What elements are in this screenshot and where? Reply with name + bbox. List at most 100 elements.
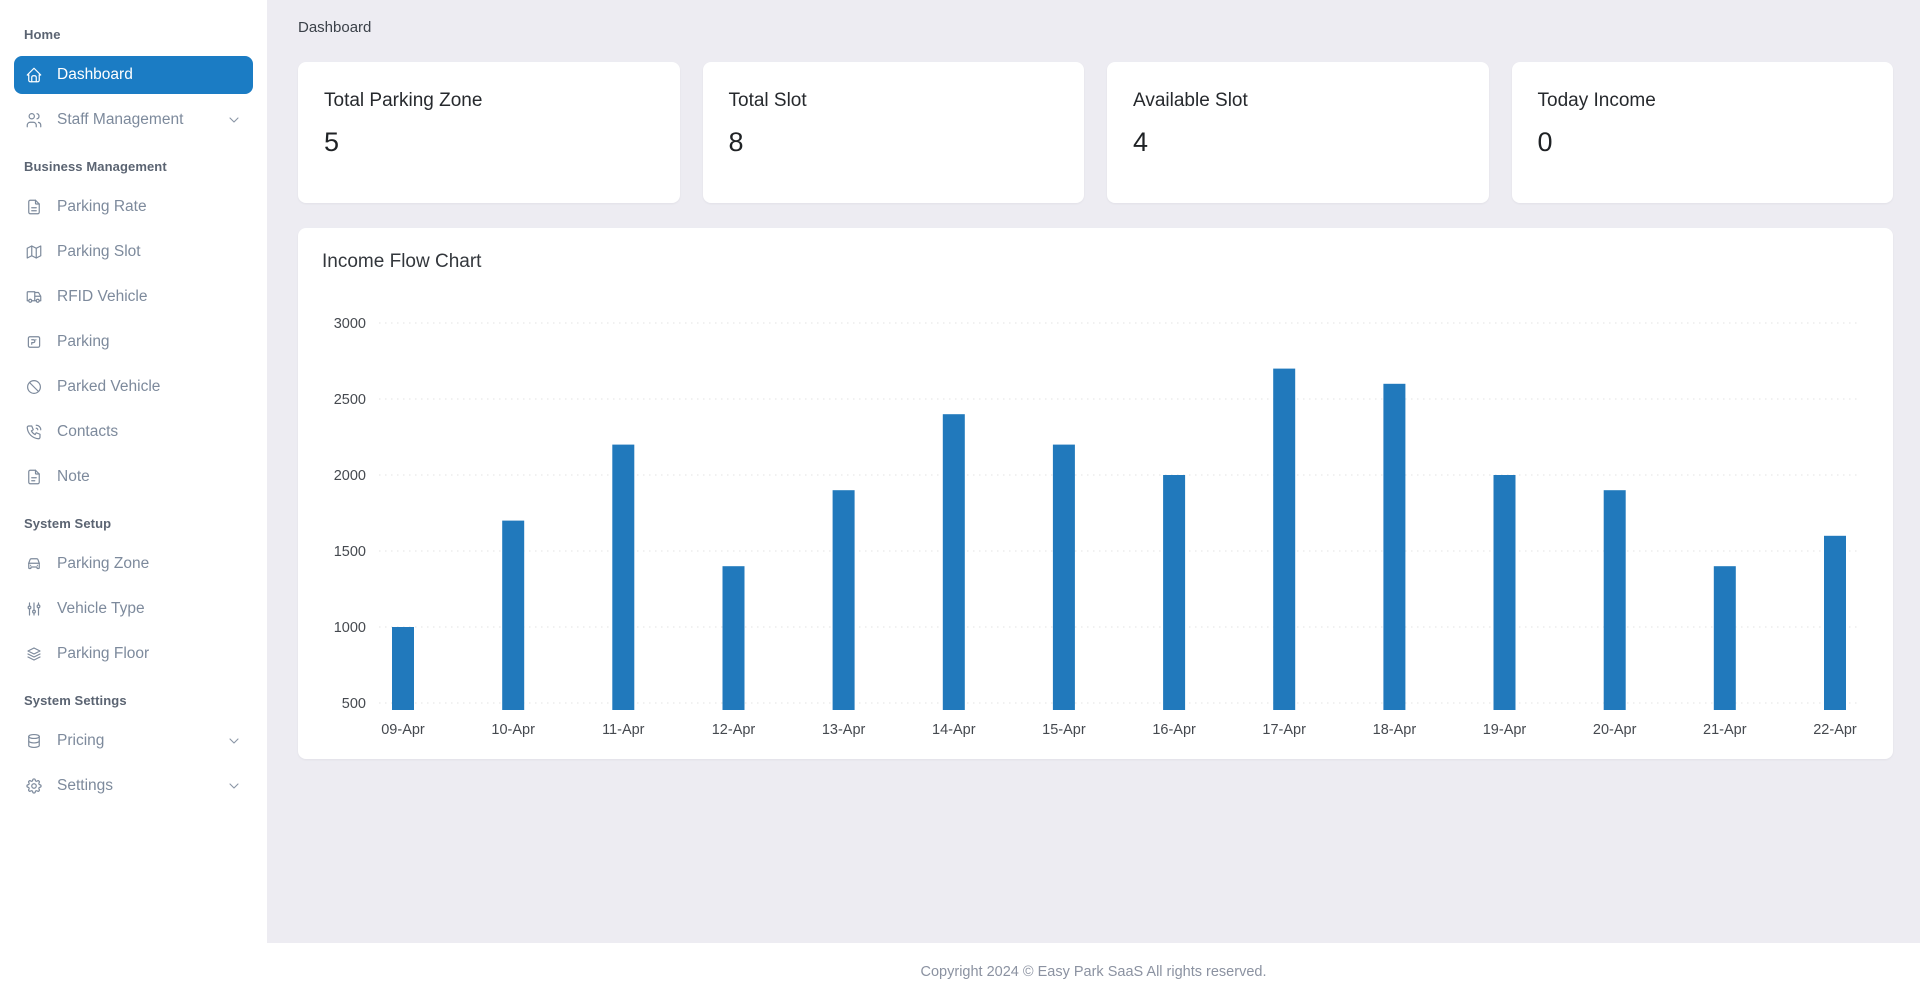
sidebar-item-label: Settings xyxy=(57,777,114,794)
bar-20-Apr[interactable] xyxy=(1603,490,1626,710)
bar-12-Apr[interactable] xyxy=(722,566,745,710)
page-title: Dashboard xyxy=(298,19,372,36)
sidebar-item-label: Dashboard xyxy=(57,66,133,83)
stat-card-value: 5 xyxy=(324,127,340,157)
sidebar-item-label: Vehicle Type xyxy=(57,600,145,617)
stat-card-label: Total Slot xyxy=(728,90,807,111)
sidebar-item-label: Pricing xyxy=(57,732,105,749)
sidebar-item-parking-slot[interactable]: Parking Slot xyxy=(14,233,253,271)
sidebar-item-parking-zone[interactable]: Parking Zone xyxy=(14,545,253,583)
note-icon xyxy=(25,468,43,486)
ban-icon xyxy=(25,378,43,396)
x-axis-tick-label: 10-Apr xyxy=(491,722,535,738)
x-axis-tick-label: 18-Apr xyxy=(1373,722,1417,738)
bar-18-Apr[interactable] xyxy=(1383,383,1406,710)
map-icon xyxy=(25,243,43,261)
sidebar-item-label: Parking Zone xyxy=(57,555,150,572)
sidebar-item-parking-floor[interactable]: Parking Floor xyxy=(14,635,253,673)
stat-card-total-slot: Total Slot 8 xyxy=(702,62,1084,203)
stat-card-label: Today Income xyxy=(1537,90,1656,111)
x-axis-tick-label: 14-Apr xyxy=(932,722,976,738)
gear-icon xyxy=(25,777,43,795)
sidebar-section-label: System Settings xyxy=(24,693,127,708)
x-axis-tick-label: 11-Apr xyxy=(602,722,645,738)
sidebar-item-staff-management[interactable]: Staff Management xyxy=(14,101,253,139)
x-axis-tick-label: 22-Apr xyxy=(1813,722,1857,738)
chevron-down-icon xyxy=(226,112,242,128)
stat-card-value: 4 xyxy=(1133,127,1149,157)
sidebar-item-settings[interactable]: Settings xyxy=(14,767,253,805)
sidebar-item-label: Parking Floor xyxy=(57,645,150,662)
sidebar-item-rfid-vehicle[interactable]: RFID Vehicle xyxy=(14,278,253,316)
sidebar-item-label: RFID Vehicle xyxy=(57,288,148,305)
sidebar-item-parking[interactable]: Parking xyxy=(14,323,253,361)
bar-17-Apr[interactable] xyxy=(1273,368,1296,710)
truck-icon xyxy=(25,288,43,306)
sliders-icon xyxy=(25,600,43,618)
x-axis-tick-label: 13-Apr xyxy=(822,722,866,738)
chevron-down-icon xyxy=(226,778,242,794)
stat-card-available-slot: Available Slot 4 xyxy=(1107,62,1489,203)
sidebar-item-label: Parking xyxy=(57,333,110,350)
y-axis-tick-label: 500 xyxy=(342,696,366,712)
y-axis-tick-label: 2000 xyxy=(334,468,366,484)
bar-10-Apr[interactable] xyxy=(502,520,525,710)
x-axis-tick-label: 09-Apr xyxy=(381,722,425,738)
sidebar-item-parking-rate[interactable]: Parking Rate xyxy=(14,188,253,226)
chevron-down-icon xyxy=(226,733,242,749)
stat-card-label: Total Parking Zone xyxy=(324,90,483,111)
sidebar-item-label: Parking Slot xyxy=(57,243,141,260)
home-icon xyxy=(25,66,43,84)
y-axis-tick-label: 3000 xyxy=(334,316,366,332)
income-flow-chart-card: Income Flow Chart 3000 2500 2000 1500 1000 50… xyxy=(298,228,1893,759)
sidebar-section-label: Business Management xyxy=(24,159,167,174)
sidebar-item-dashboard[interactable]: Dashboard xyxy=(14,56,253,94)
y-axis-tick-label: 1000 xyxy=(334,620,366,636)
sidebar-item-label: Staff Management xyxy=(57,111,184,128)
sidebar-item-note[interactable]: Note xyxy=(14,458,253,496)
bar-22-Apr[interactable] xyxy=(1824,535,1846,710)
income-flow-chart: 3000 2500 2000 1500 1000 500 09-Apr 10-Apr 11-Ap… xyxy=(322,283,1869,747)
layers-icon xyxy=(25,645,43,663)
main-area: Dashboard Total Parking Zone 5 Total Slot 8… xyxy=(267,0,1920,1001)
main-content: Dashboard Total Parking Zone 5 Total Slot 8… xyxy=(267,0,1920,943)
sidebar-item-vehicle-type[interactable]: Vehicle Type xyxy=(14,590,253,628)
bar-16-Apr[interactable] xyxy=(1163,475,1186,710)
footer: Copyright 2024 © Easy Park SaaS All righ… xyxy=(267,943,1920,1001)
stat-cards-row: Total Parking Zone 5 Total Slot 8 Available … xyxy=(298,62,1893,203)
x-axis-tick-label: 12-Apr xyxy=(712,722,756,738)
bar-19-Apr[interactable] xyxy=(1493,475,1516,710)
phone-icon xyxy=(25,423,43,441)
bar-11-Apr[interactable] xyxy=(612,444,635,710)
sidebar-section-label: Home xyxy=(24,27,61,42)
file-text-icon xyxy=(25,198,43,216)
sidebar-item-parked-vehicle[interactable]: Parked Vehicle xyxy=(14,368,253,406)
bar-21-Apr[interactable] xyxy=(1713,566,1736,710)
x-axis-tick-label: 21-Apr xyxy=(1703,722,1747,738)
sidebar-item-label: Parking Rate xyxy=(57,198,147,215)
x-axis-tick-label: 20-Apr xyxy=(1593,722,1637,738)
sidebar-item-label: Contacts xyxy=(57,423,119,440)
database-icon xyxy=(25,732,43,750)
users-icon xyxy=(25,111,43,129)
sidebar-item-pricing[interactable]: Pricing xyxy=(14,722,253,760)
chart-title: Income Flow Chart xyxy=(322,251,482,272)
car-icon xyxy=(25,555,43,573)
sidebar-item-label: Note xyxy=(57,468,90,485)
bar-14-Apr[interactable] xyxy=(942,414,965,710)
stat-card-today-income: Today Income 0 xyxy=(1511,62,1893,203)
sidebar: Home Dashboard Staff Management Business Ma… xyxy=(0,0,267,1001)
stat-card-total-parking-zone: Total Parking Zone 5 xyxy=(298,62,680,203)
sidebar-item-contacts[interactable]: Contacts xyxy=(14,413,253,451)
bar-09-Apr[interactable] xyxy=(392,627,414,710)
y-axis-tick-label: 2500 xyxy=(334,392,366,408)
income-flow-chart-svg: 3000 2500 2000 1500 1000 500 09-Apr 10-Apr 11-Ap… xyxy=(334,316,1859,738)
y-axis-tick-label: 1500 xyxy=(334,544,366,560)
bar-13-Apr[interactable] xyxy=(832,490,855,710)
parking-meter-icon xyxy=(25,333,43,351)
x-axis-tick-label: 15-Apr xyxy=(1042,722,1086,738)
x-axis-tick-label: 16-Apr xyxy=(1152,722,1196,738)
x-axis-tick-label: 19-Apr xyxy=(1483,722,1527,738)
bar-15-Apr[interactable] xyxy=(1052,444,1075,710)
stat-card-label: Available Slot xyxy=(1133,90,1248,111)
